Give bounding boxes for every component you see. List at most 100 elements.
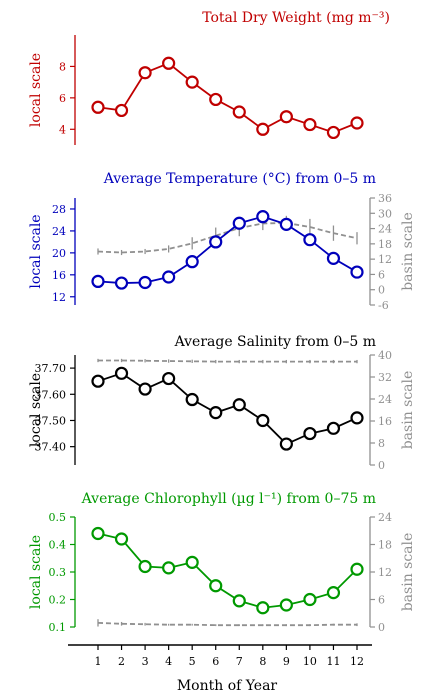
left-tick-label: 37.70 (35, 362, 67, 375)
data-point (256, 601, 270, 615)
left-axis-label: local scale (28, 373, 44, 447)
local-series-line (97, 215, 358, 284)
data-point (326, 421, 341, 435)
data-point (185, 75, 199, 89)
right-tick-label: 12 (378, 566, 392, 579)
right-tick-label: 6 (378, 594, 385, 607)
local-series-line (97, 62, 358, 134)
right-tick-label: 0 (378, 621, 385, 634)
data-point (114, 532, 129, 546)
data-point (303, 426, 317, 441)
data-point (138, 559, 152, 574)
x-tick-label: 10 (303, 655, 317, 668)
data-point (209, 579, 223, 593)
x-tick-label: 6 (212, 655, 219, 668)
right-tick-label: 24 (378, 223, 392, 236)
left-tick-label: 37.40 (35, 441, 67, 454)
data-point (209, 92, 223, 107)
panel-dry-weight: Total Dry Weight (mg m⁻³) 4 6 8 local scale (28, 10, 390, 145)
x-tick-label: 4 (165, 655, 172, 668)
data-point (185, 392, 199, 407)
data-point (185, 555, 199, 569)
data-point (279, 110, 293, 124)
data-point (326, 125, 341, 140)
data-point (185, 255, 199, 269)
data-point (138, 66, 152, 80)
right-tick-label: 24 (378, 511, 392, 524)
right-axis-label: basin scale (400, 212, 416, 291)
right-tick-label: 12 (378, 253, 392, 266)
right-tick-label: 40 (378, 349, 392, 362)
left-tick-label: 28 (52, 203, 66, 216)
data-point (279, 437, 293, 451)
right-tick-label: -6 (378, 299, 389, 312)
left-tick-label: 20 (52, 247, 66, 260)
left-tick-label: 0.2 (49, 594, 67, 607)
data-point (209, 235, 223, 249)
panel-title: Average Salinity from 0–5 m (174, 334, 376, 350)
left-tick-label: 37.50 (35, 414, 67, 427)
data-point (209, 406, 223, 420)
panel-temperature: Average Temperature (°C) from 0–5 m 12 16 2… (28, 171, 416, 312)
data-point (232, 216, 246, 230)
x-axis-label: Month of Year (177, 678, 278, 694)
data-point (326, 586, 341, 600)
panel-chlorophyll: Average Chlorophyll (µg l⁻¹) from 0–75 m… (28, 491, 416, 634)
data-point (232, 594, 246, 608)
data-point (114, 103, 129, 118)
left-tick-label: 0.1 (49, 621, 67, 634)
right-axis-label: basin scale (400, 533, 416, 612)
right-axis-label: basin scale (400, 371, 416, 450)
data-point (279, 598, 293, 612)
data-point (279, 217, 293, 231)
left-tick-label: 12 (52, 291, 66, 304)
data-point (350, 562, 364, 576)
left-axis-label: local scale (28, 214, 44, 288)
data-point (326, 251, 341, 265)
right-tick-label: 32 (378, 371, 392, 384)
left-tick-label: 0.3 (49, 566, 67, 579)
data-point (232, 398, 246, 412)
basin-series-line (97, 621, 357, 627)
data-point (303, 592, 317, 607)
panel-title: Total Dry Weight (mg m⁻³) (202, 10, 390, 26)
data-point (114, 276, 129, 290)
left-axis-label: local scale (28, 53, 44, 127)
x-tick-label: 5 (189, 655, 196, 668)
data-point (138, 382, 152, 396)
local-series-line (97, 532, 358, 609)
left-tick-label: 24 (52, 225, 66, 238)
panel-salinity: Average Salinity from 0–5 m 37.40 37.50 37.… (28, 334, 416, 472)
data-point (256, 413, 270, 428)
x-tick-label: 8 (259, 655, 266, 668)
data-point (256, 210, 270, 224)
data-point (350, 411, 364, 425)
left-tick-label: 37.60 (35, 388, 67, 401)
right-tick-label: 18 (378, 539, 392, 552)
data-point (91, 100, 105, 114)
data-point (303, 117, 317, 132)
left-tick-label: 16 (52, 269, 66, 282)
right-tick-label: 0 (378, 284, 385, 297)
basin-series-line (98, 359, 357, 363)
right-tick-label: 24 (378, 393, 392, 406)
left-tick-label: 8 (59, 60, 66, 73)
data-point (138, 275, 152, 290)
right-tick-label: 0 (378, 459, 385, 472)
x-tick-label: 2 (118, 655, 125, 668)
data-point (232, 105, 246, 119)
right-tick-label: 6 (378, 268, 385, 281)
x-tick-label: 1 (95, 655, 102, 668)
right-tick-label: 36 (378, 192, 392, 205)
data-point (91, 274, 105, 289)
data-point (162, 270, 176, 284)
right-tick-label: 18 (378, 238, 392, 251)
x-tick-label: 11 (326, 655, 340, 668)
left-tick-label: 4 (59, 123, 66, 136)
panel-title: Average Temperature (°C) from 0–5 m (103, 171, 376, 187)
data-point (114, 366, 129, 380)
data-point (303, 233, 317, 247)
right-tick-label: 30 (378, 207, 392, 220)
right-tick-label: 8 (378, 437, 385, 450)
